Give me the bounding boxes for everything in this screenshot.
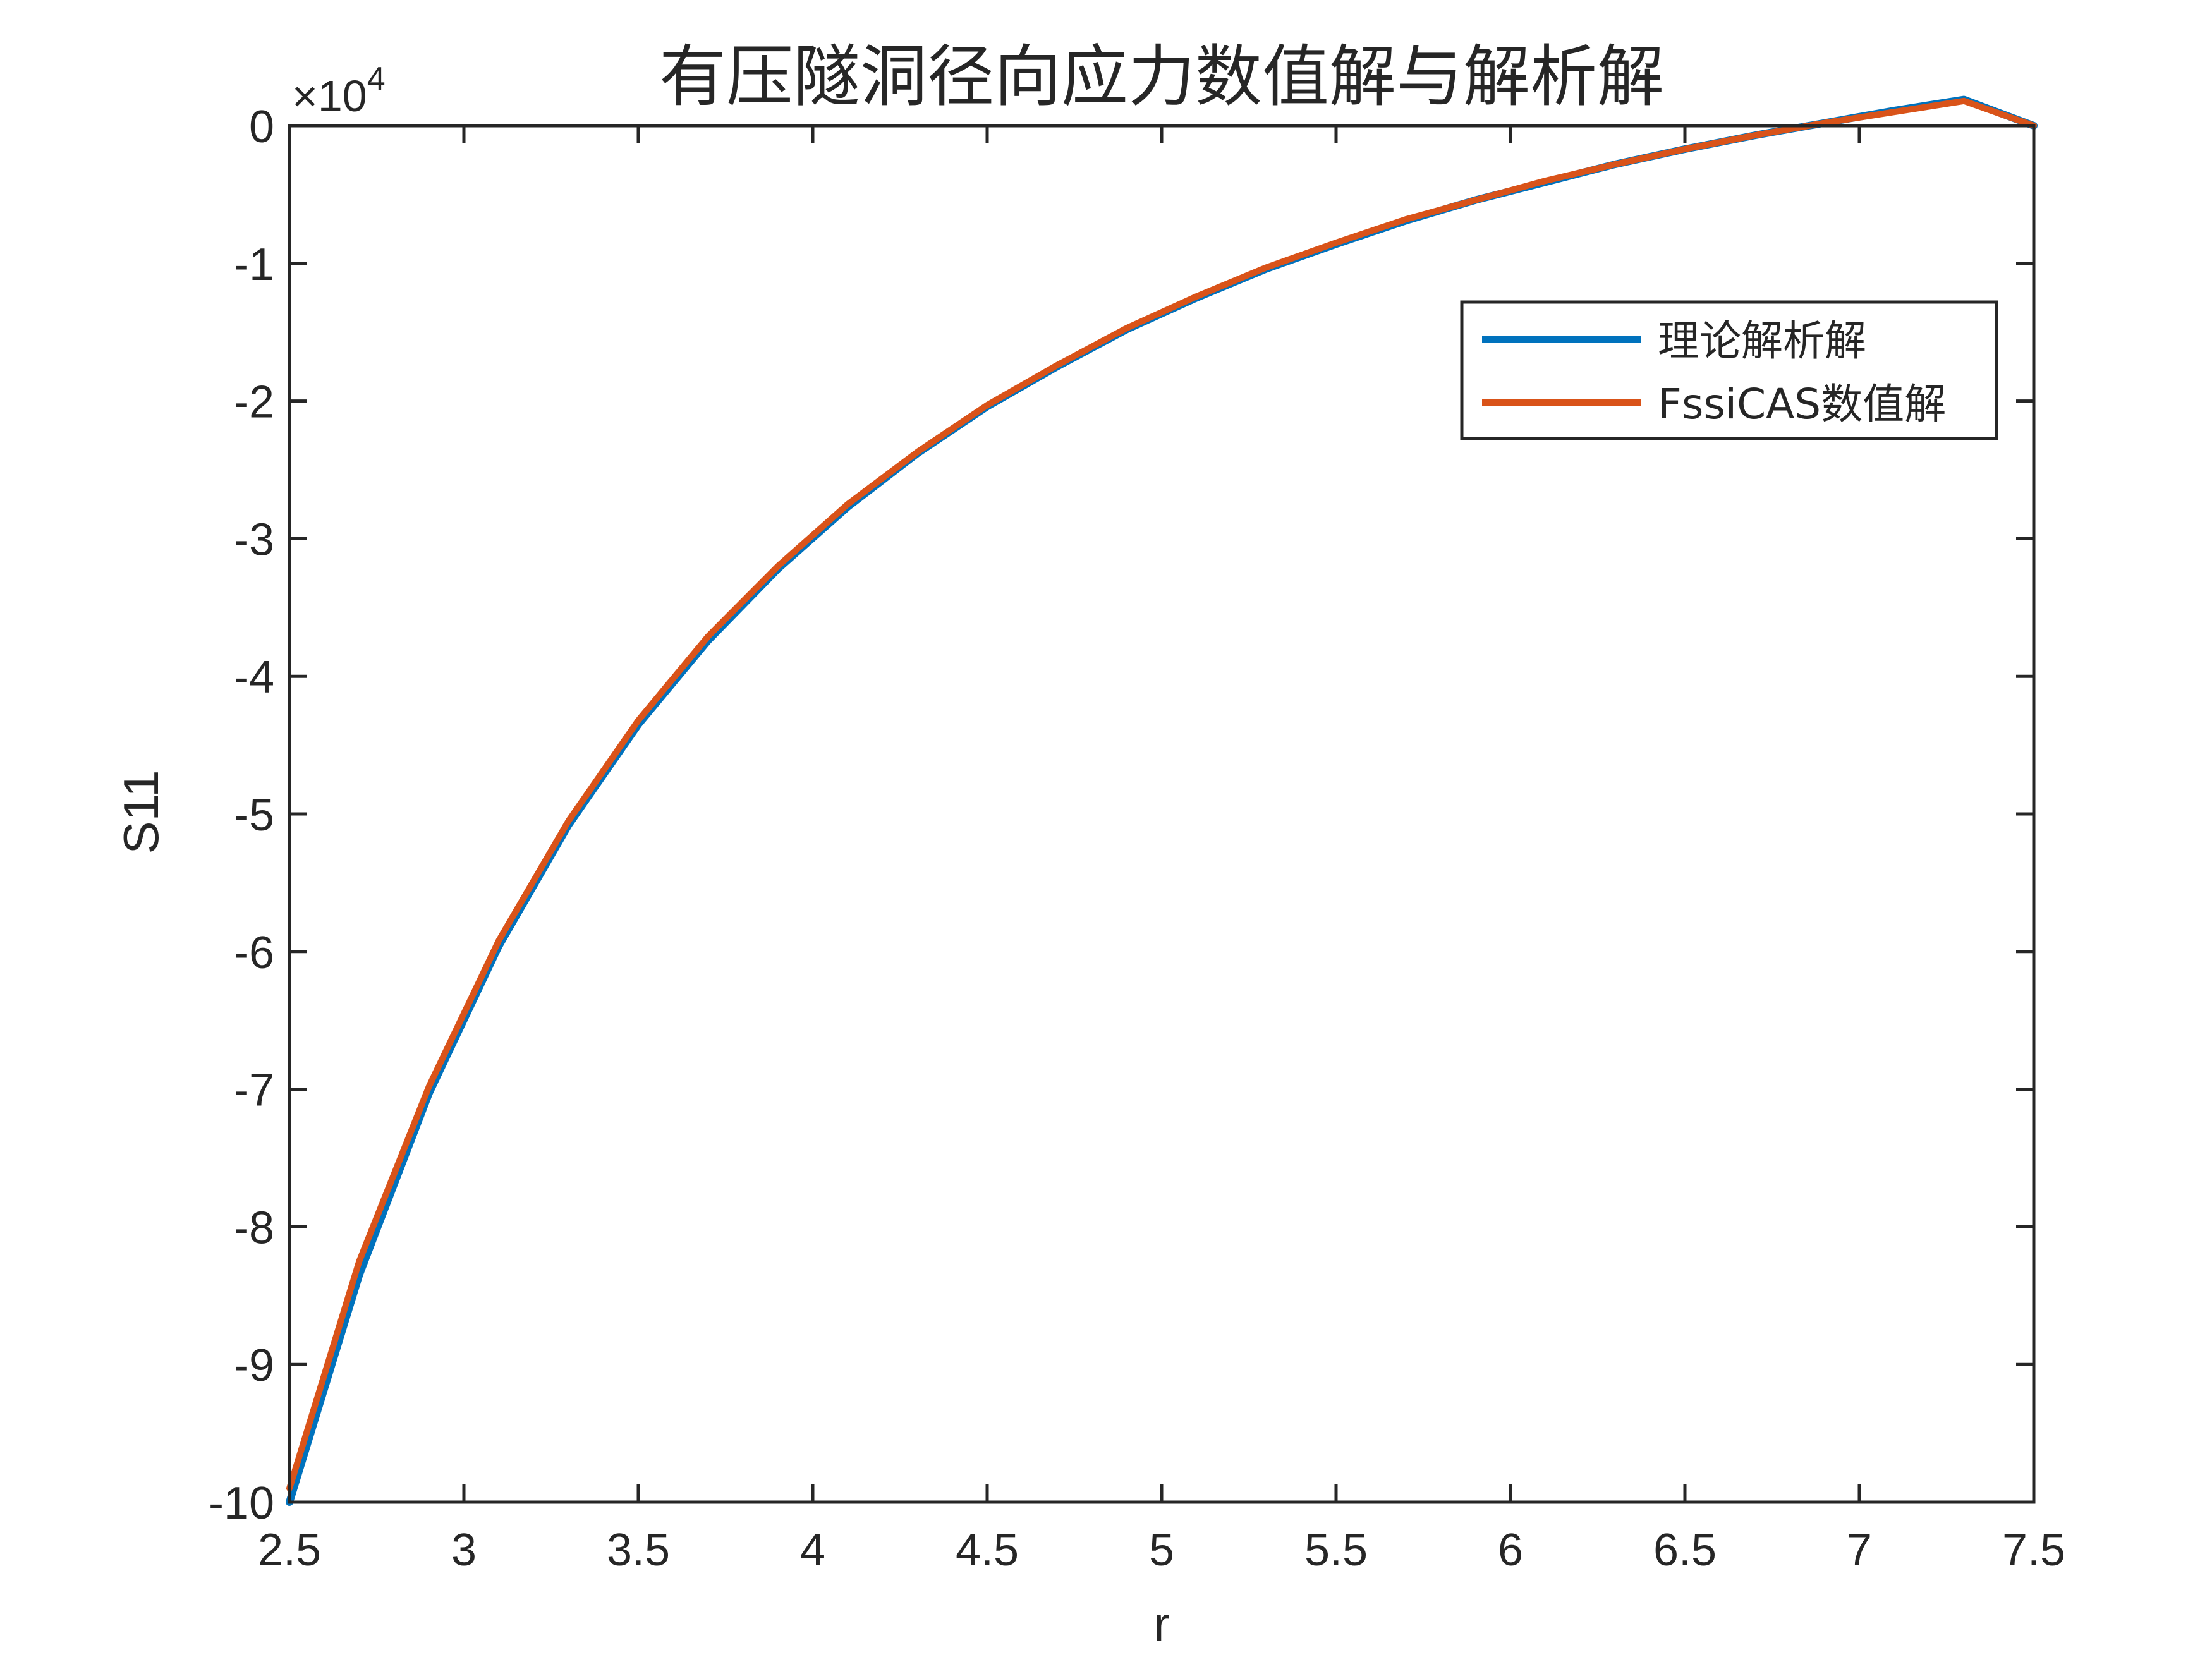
y-tick-label: 0: [249, 102, 274, 152]
y-exponent-power: 4: [367, 61, 386, 97]
series-line-numerical: [286, 97, 2037, 1492]
chart-title: 有压隧洞径向应力数值解与解析解: [659, 38, 1664, 116]
x-ticks: 2.5 3 3.5 4 4.5 5 5.5 6 6.5 7 7.5: [258, 126, 2065, 1575]
x-tick-label: 2.5: [258, 1525, 321, 1575]
y-tick-label: -2: [234, 377, 274, 428]
x-tick-label: 3.5: [607, 1525, 670, 1575]
y-tick-label: -1: [234, 240, 274, 290]
x-axis-label: r: [1153, 1596, 1170, 1652]
plot-area-frame: [288, 124, 2036, 1504]
y-tick-label: -3: [234, 514, 274, 565]
y-tick-label: -5: [234, 790, 274, 840]
y-tick-label: -8: [234, 1203, 274, 1253]
y-ticks: 0 -1 -2 -3 -4 -5 -6 -7 -8 -9 -10: [209, 102, 2034, 1529]
x-tick-label: 4: [800, 1525, 825, 1575]
x-tick-label: 6: [1498, 1525, 1523, 1575]
y-exponent-base: ×10: [292, 71, 367, 121]
x-tick-label: 7: [1847, 1525, 1872, 1575]
x-tick-label: 6.5: [1653, 1525, 1717, 1575]
y-exponent-label: ×104: [292, 61, 386, 121]
y-tick-label: -10: [209, 1478, 274, 1529]
legend-label-analytical: 理论解析解: [1658, 317, 1866, 365]
x-tick-label: 4.5: [956, 1525, 1019, 1575]
y-tick-label: -9: [234, 1340, 274, 1391]
x-tick-label: 7.5: [2002, 1525, 2065, 1575]
series-lines: [286, 95, 2038, 1506]
x-tick-label: 5: [1149, 1525, 1174, 1575]
legend: 理论解析解 FssiCAS数值解: [1460, 300, 1998, 440]
legend-box: [1460, 300, 1998, 440]
y-axis-label: S11: [113, 770, 169, 854]
y-tick-label: -7: [234, 1065, 274, 1116]
x-tick-label: 3: [451, 1525, 477, 1575]
y-tick-label: -6: [234, 928, 274, 978]
x-tick-label: 5.5: [1304, 1525, 1368, 1575]
legend-label-numerical: FssiCAS数值解: [1658, 380, 1946, 428]
y-tick-label: -4: [234, 652, 274, 703]
